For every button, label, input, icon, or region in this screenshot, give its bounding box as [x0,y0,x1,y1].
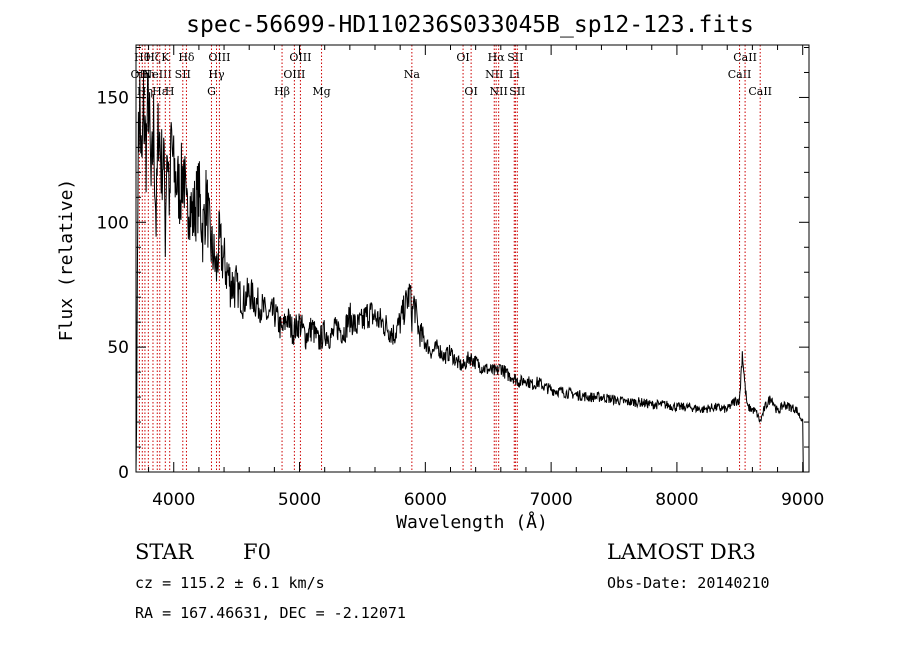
object-subclass: F0 [243,540,271,564]
redshift-cz: cz = 115.2 ± 6.1 km/s [135,574,325,592]
x-tick-label-5000: 5000 [278,490,321,510]
marker-label-5007: OIII [289,51,311,64]
marker-label-8498: CaII [728,68,752,81]
y-tick-label-150: 150 [97,88,129,108]
marker-label-4072: SII [175,68,191,81]
observation-date: Obs-Date: 20140210 [607,574,770,592]
marker-label-3869: NeIII [143,68,172,81]
marker-label-6548: NII [485,68,503,81]
marker-label-6707: Li [509,68,520,81]
plot-frame [135,44,810,473]
marker-label-8542: CaII [733,51,757,64]
x-axis-ticks: 4000 5000 6000 7000 8000 9000 [148,45,824,510]
marker-label-6364: OI [464,85,477,98]
marker-label-4101: Hδ [178,51,195,64]
x-tick-label-7000: 7000 [529,490,572,510]
chart-title: spec-56699-HD110236S033045B_sp12-123.fit… [186,12,754,38]
survey-name: LAMOST DR3 [607,540,756,564]
marker-label-5893: Na [404,68,421,81]
marker-label-6300: OI [456,51,469,64]
marker-label-4959: OIII [283,68,305,81]
flux-series-line [135,72,804,473]
y-axis-ticks: 0 50 100 150 [97,46,809,483]
y-tick-label-0: 0 [118,463,129,483]
marker-label-3968: H [165,85,175,98]
y-tick-label-50: 50 [107,338,129,358]
x-tick-label-4000: 4000 [152,490,195,510]
y-axis-label: Flux (relative) [56,179,77,342]
marker-label-4861: Hβ [274,85,290,98]
marker-label-4300: G [207,85,216,98]
x-axis-label: Wavelength (Å) [396,511,548,533]
marker-label-4363: OIII [208,51,230,64]
marker-label-4340: Hγ [208,68,225,81]
marker-label-3750: Hθ [134,51,151,64]
y-tick-label-100: 100 [97,213,129,233]
marker-label-5175: Mg [312,85,330,98]
x-tick-label-8000: 8000 [655,490,698,510]
marker-label-8662: CaII [748,85,772,98]
marker-label-6731: SII [509,85,525,98]
object-class: STAR [135,540,194,564]
marker-label-3771: Hη [137,85,153,98]
marker-label-3835: Hζ [145,51,161,64]
x-tick-label-9000: 9000 [781,490,824,510]
marker-label-6583: NII [490,85,508,98]
marker-label-6563: Hα [488,51,506,64]
marker-label-3933: K [161,51,170,64]
ra-dec: RA = 167.46631, DEC = -2.12071 [135,604,406,622]
marker-label-6716: SII [507,51,523,64]
x-tick-label-6000: 6000 [404,490,447,510]
marker-label-3889: Hε [152,85,168,98]
